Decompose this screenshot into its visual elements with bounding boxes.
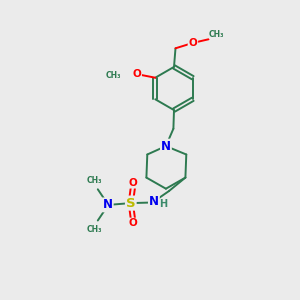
Text: O: O <box>188 38 197 48</box>
Text: N: N <box>161 140 171 153</box>
Text: CH₃: CH₃ <box>86 176 102 185</box>
Text: N: N <box>149 195 159 208</box>
Text: CH₃: CH₃ <box>106 71 121 80</box>
Text: N: N <box>103 198 113 212</box>
Text: O: O <box>129 178 138 188</box>
Text: H: H <box>159 199 167 209</box>
Text: CH₃: CH₃ <box>86 225 102 234</box>
Text: O: O <box>132 69 141 79</box>
Text: S: S <box>126 196 136 210</box>
Text: CH₃: CH₃ <box>209 30 225 39</box>
Text: O: O <box>129 218 138 229</box>
